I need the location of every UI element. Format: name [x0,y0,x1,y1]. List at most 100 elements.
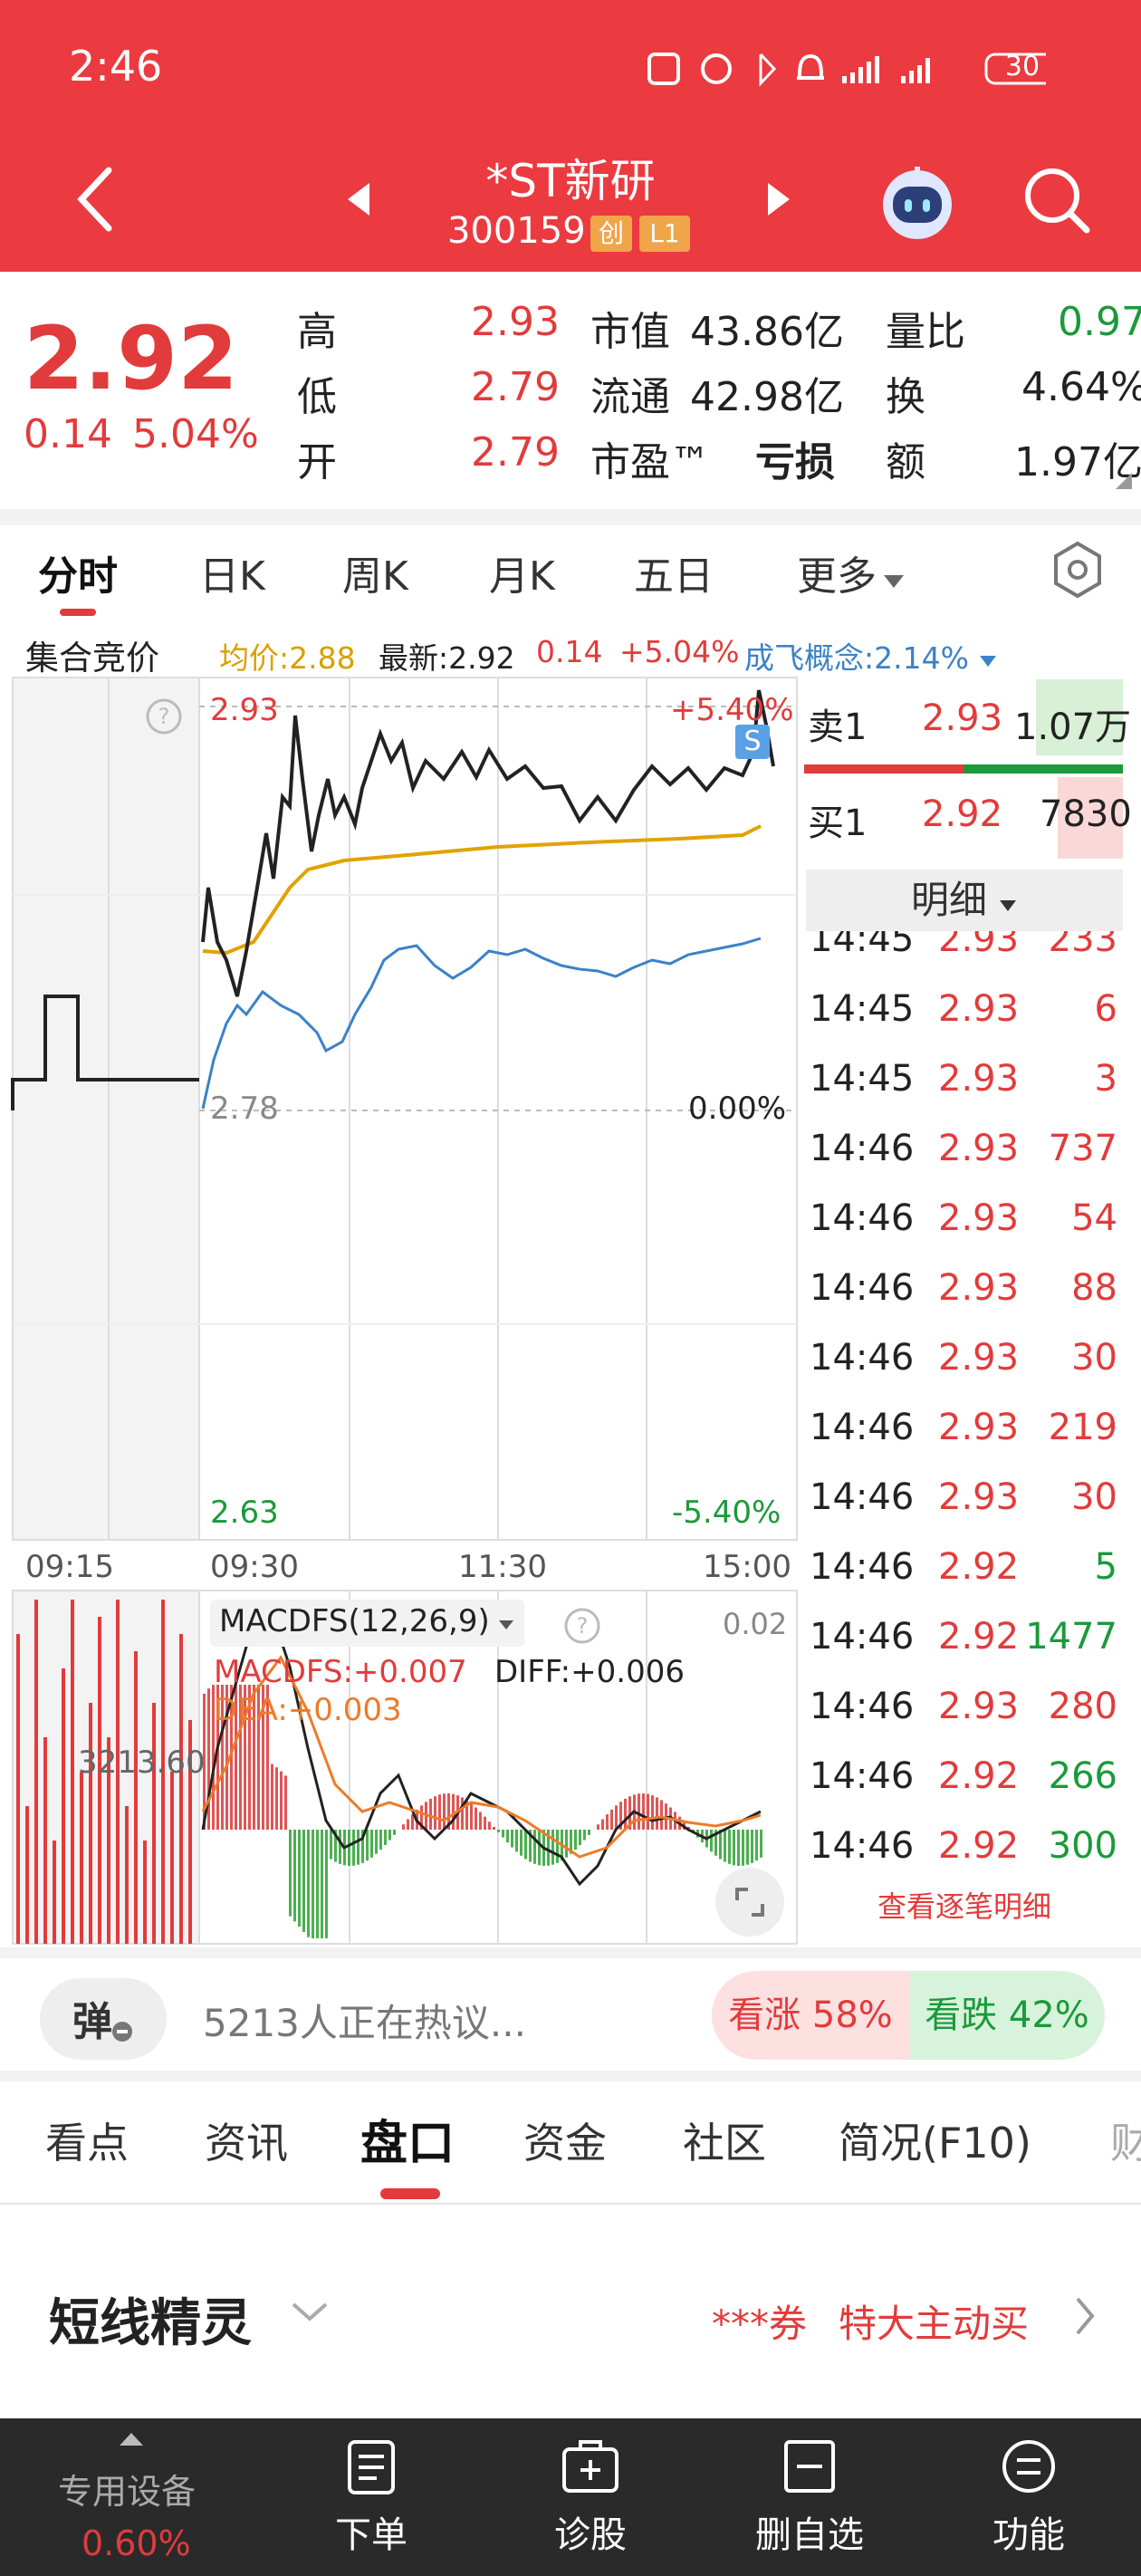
macd-histogram-bar [724,1830,726,1862]
sell-ratio-bar [964,764,1123,774]
next-stock-button[interactable] [766,181,793,217]
chevron-right-icon[interactable] [1074,2295,1096,2341]
tab-capital[interactable]: 资金 [523,2119,607,2167]
concept-index-label[interactable]: 成飞概念:2.14% [744,634,998,678]
low-value: 2.79 [471,364,560,410]
macd-histogram-bar [551,1830,554,1865]
auction-volume-bar [25,1806,29,1944]
macd-histogram-bar [628,1796,631,1830]
function-menu-button[interactable]: 功能 [938,2418,1119,2558]
macd-histogram-bar [203,1694,206,1830]
macd-histogram-bar [565,1830,568,1858]
macd-histogram-bar [737,1830,740,1866]
macd-histogram-bar [221,1685,224,1830]
detail-dropdown[interactable]: 明细 [806,870,1123,931]
order-label: 下单 [335,2514,408,2556]
macd-histogram-bar [511,1830,513,1848]
trade-time: 14:46 [810,1825,915,1864]
auction-volume-bar [125,1806,129,1944]
macd-histogram-bar [280,1771,283,1830]
macd-histogram-bar [687,1827,690,1830]
trade-row: 14:46 2.92 266 [806,1745,1123,1814]
macd-histogram-bar [520,1830,523,1856]
help-icon[interactable]: ? [145,697,183,739]
intraday-chart[interactable] [0,670,806,1947]
robot-assistant-icon[interactable] [877,161,958,243]
remove-watchlist-button[interactable]: 删自选 [719,2418,900,2558]
danmu-toggle-button[interactable]: 弹 [40,1978,167,2060]
tab-finance-clipped[interactable]: 财 [1110,2110,1141,2165]
macd-histogram-bar [524,1830,527,1860]
s-marker-badge[interactable]: S [735,725,770,759]
chart-top-price: 2.93 [210,692,279,728]
macd-histogram-bar [515,1830,518,1852]
prev-stock-button[interactable] [344,181,371,217]
tab-profile-f10[interactable]: 简况(F10) [839,2119,1031,2167]
trade-volume: 280 [1048,1686,1117,1727]
chart-mid-price: 2.78 [210,1091,279,1127]
trade-volume: 30 [1071,1476,1117,1518]
device-sector-label[interactable]: 专用设备 [58,2472,197,2512]
macd-histogram-bar [334,1830,337,1862]
chuang-badge: 创 [590,216,632,252]
tab-highlights[interactable]: 看点 [45,2119,129,2167]
settings-hexagon-icon[interactable] [1050,540,1105,603]
macd-histogram-bar [302,1830,305,1932]
discussion-count[interactable]: 5213人正在热议... [203,2001,526,2045]
macd-histogram-bar [289,1830,292,1917]
bearish-vote-button[interactable]: 看跌 42% [909,1971,1105,2060]
dea-value: DEA:+0.003 [214,1692,402,1728]
macd-histogram-bar [497,1830,500,1832]
expand-corner-icon[interactable] [1114,471,1134,495]
macd-histogram-bar [284,1775,287,1830]
concept-index-text: 成飞概念:2.14% [744,640,969,676]
macd-histogram-bar [647,1793,649,1830]
macd-histogram-bar [429,1798,432,1830]
back-button[interactable] [72,163,118,235]
macd-value: MACDFS:+0.007 [214,1654,467,1690]
macd-histogram-bar [719,1830,722,1860]
view-all-trades-link[interactable]: 查看逐笔明细 [877,1889,1051,1924]
chevron-down-icon[interactable] [290,2299,330,2330]
tab-five-day[interactable]: 五日 [634,553,714,600]
macd-help-icon[interactable]: ? [563,1607,601,1648]
trade-price: 2.93 [938,988,1020,1030]
trade-volume: 6 [1094,988,1117,1030]
tab-daily-k[interactable]: 日K [199,553,265,600]
sprite-action[interactable]: 特大主动买 [839,2302,1030,2346]
order-button[interactable]: 下单 [281,2418,462,2558]
trade-row: 14:46 2.93 219 [806,1396,1123,1466]
tab-monthly-k[interactable]: 月K [489,553,555,600]
fullscreen-button[interactable] [715,1868,784,1937]
auction-volume-bar [107,1737,110,1944]
tab-news[interactable]: 资讯 [205,2119,288,2167]
time-label-1130: 11:30 [458,1549,547,1585]
auction-volume-bar [34,1600,38,1944]
macd-indicator-selector[interactable]: MACDFS(12,26,9) [210,1600,524,1647]
trade-volume: 54 [1071,1197,1117,1239]
tab-order-book[interactable]: 盘口 [360,2117,455,2171]
trade-list[interactable]: 14:45 2.93 233 14:45 2.93 6 14:45 2.93 3 14:46 2.9… [0,931,1141,1864]
macd-histogram-bar [615,1805,618,1830]
trade-volume: 3 [1094,1058,1117,1100]
diagnose-button[interactable]: 诊股 [500,2418,681,2558]
sell1-volume-bar [1036,679,1123,755]
tab-weekly-k[interactable]: 周K [342,553,408,600]
price-change: 0.14 [24,411,112,457]
macd-histogram-bar [402,1824,405,1830]
macd-histogram-bar [330,1830,332,1860]
tab-more-label: 更多 [797,553,877,600]
macd-histogram-bar [479,1812,482,1830]
tab-intraday[interactable]: 分时 [38,553,118,600]
bullish-vote-button[interactable]: 看涨 58% [712,1971,909,2060]
danmu-label: 弹 [72,1999,112,2045]
trade-time: 14:46 [810,1546,915,1588]
auction-volume-bar [98,1617,101,1944]
trade-price: 2.93 [938,1686,1020,1727]
tab-more[interactable]: 更多 [797,543,906,601]
tab-community[interactable]: 社区 [683,2119,766,2167]
search-icon[interactable] [1021,165,1094,237]
auction-volume-bar [43,1737,47,1944]
macd-histogram-bar [656,1797,658,1830]
auction-volume-bar [62,1668,65,1944]
